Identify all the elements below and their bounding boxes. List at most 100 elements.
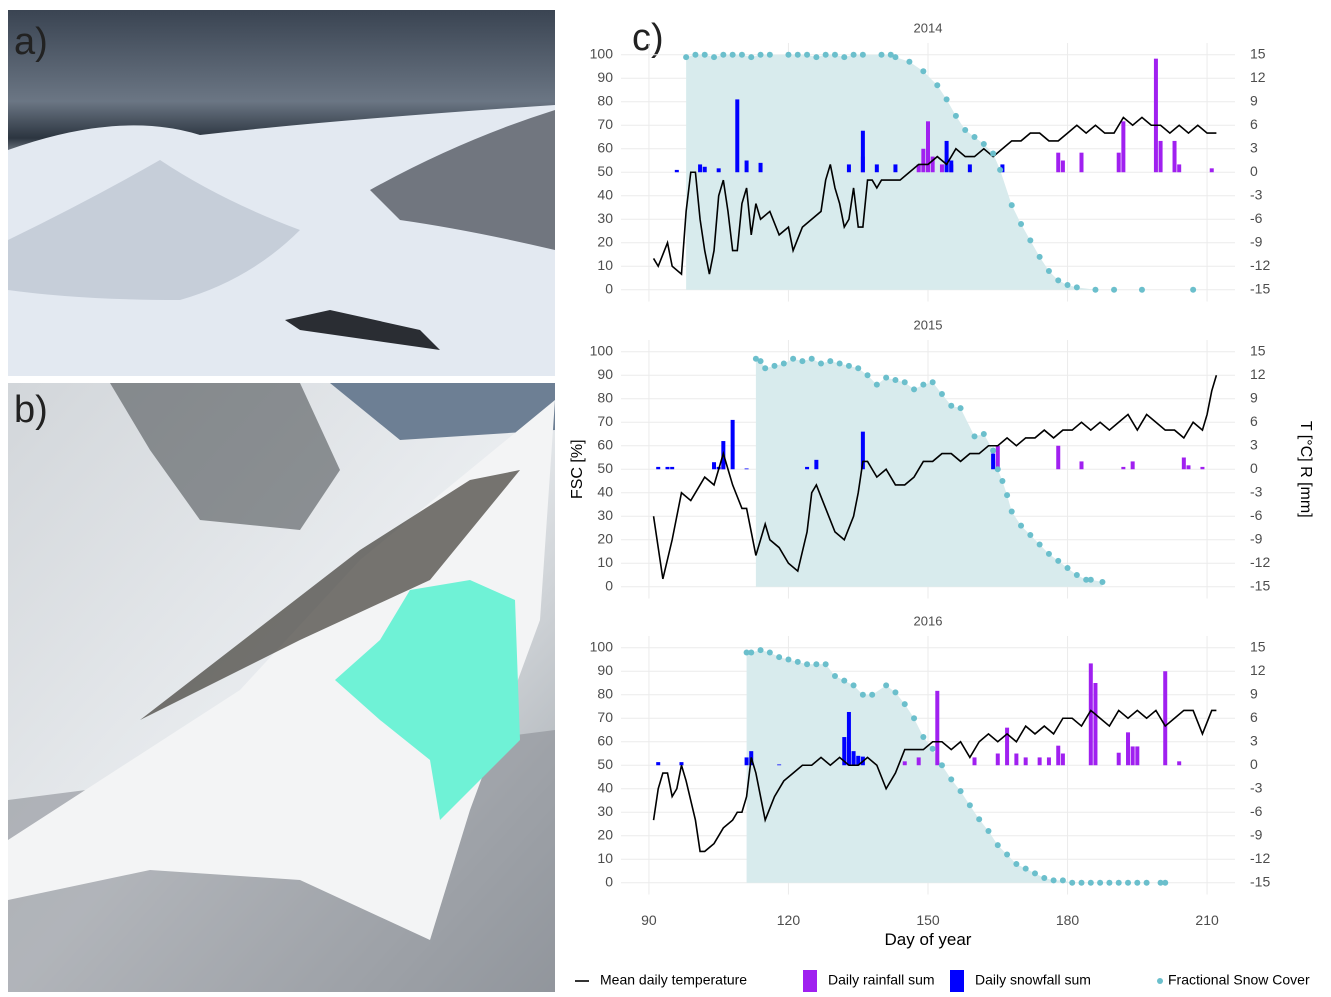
y2-tick-label: 9 xyxy=(1250,685,1258,701)
bar xyxy=(1056,153,1060,173)
snow-cover-point xyxy=(730,52,736,58)
snow-cover-point xyxy=(1092,287,1098,293)
snow-cover-point xyxy=(823,52,829,58)
bar xyxy=(1080,153,1084,173)
bar xyxy=(1024,757,1028,765)
y2-tick-label: -9 xyxy=(1250,826,1263,842)
snow-cover-point xyxy=(758,647,764,653)
snow-cover-point xyxy=(837,361,843,367)
y2-tick-label: 0 xyxy=(1250,163,1258,179)
y-tick-label: 0 xyxy=(605,873,613,889)
snow-cover-point xyxy=(1190,287,1196,293)
bar xyxy=(656,762,660,765)
x-tick-label: 120 xyxy=(777,912,801,928)
y-tick-label: 90 xyxy=(597,69,613,85)
snow-cover-point xyxy=(1027,532,1033,538)
snow-cover-point xyxy=(1004,492,1010,498)
snow-cover-point xyxy=(883,375,889,381)
y-tick-label: 40 xyxy=(597,483,613,499)
snow-cover-point xyxy=(981,431,987,437)
snow-cover-point xyxy=(748,649,754,655)
y2-tick-label: -15 xyxy=(1250,280,1270,296)
snow-cover-point xyxy=(944,96,950,102)
y-tick-label: 20 xyxy=(597,826,613,842)
y2-tick-label: 3 xyxy=(1250,139,1258,155)
chart-title: 2014 xyxy=(914,20,943,35)
y-tick-label: 20 xyxy=(597,233,613,249)
page: {"figure_labels": {"a": "a)", "b": "b)",… xyxy=(0,0,1331,997)
snow-cover-point xyxy=(972,433,978,439)
snow-cover-point xyxy=(1065,282,1071,288)
snow-cover-point xyxy=(804,661,810,667)
bar xyxy=(745,757,749,765)
snow-cover-point xyxy=(832,673,838,679)
snow-cover-point xyxy=(958,788,964,794)
bar xyxy=(1210,168,1214,172)
snow-cover-point xyxy=(758,52,764,58)
snow-cover-point xyxy=(985,828,991,834)
y-tick-label: 0 xyxy=(605,577,613,593)
y-tick-label: 70 xyxy=(597,116,613,132)
y2-tick-label: 12 xyxy=(1250,662,1266,678)
snow-cover-point xyxy=(902,379,908,385)
y-tick-label: 20 xyxy=(597,530,613,546)
snow-cover-point xyxy=(841,678,847,684)
y-tick-label: 10 xyxy=(597,257,613,273)
snow-cover-point xyxy=(920,734,926,740)
bar xyxy=(1038,757,1042,765)
y-tick-label: 90 xyxy=(597,366,613,382)
bar xyxy=(1154,59,1158,173)
bar xyxy=(1014,754,1018,766)
snow-cover-point xyxy=(1097,880,1103,886)
y-tick-label: 10 xyxy=(597,554,613,570)
bar xyxy=(1131,746,1135,765)
y2-tick-label: -6 xyxy=(1250,803,1263,819)
y-tick-label: 60 xyxy=(597,436,613,452)
y2-tick-label: -12 xyxy=(1250,554,1270,570)
snow-cover-point xyxy=(911,386,917,392)
y-tick-label: 80 xyxy=(597,92,613,108)
y2-tick-label: 15 xyxy=(1250,45,1266,61)
y2-tick-label: -9 xyxy=(1250,530,1263,546)
bar xyxy=(777,764,781,765)
snow-cover-point xyxy=(958,405,964,411)
snow-cover-point xyxy=(846,363,852,369)
bar xyxy=(745,161,749,173)
snow-cover-point xyxy=(767,649,773,655)
bar xyxy=(814,460,818,469)
snow-cover-point xyxy=(999,478,1005,484)
snow-cover-point xyxy=(883,682,889,688)
y2-tick-label: -3 xyxy=(1250,779,1263,795)
snow-cover-point xyxy=(804,52,810,58)
snow-cover-point xyxy=(1065,565,1071,571)
snow-cover-point xyxy=(683,54,689,60)
snow-cover-point xyxy=(813,54,819,60)
snow-cover-point xyxy=(855,365,861,371)
bar xyxy=(1182,458,1186,470)
y-tick-label: 100 xyxy=(590,45,614,61)
y-tick-label: 100 xyxy=(590,638,614,654)
snow-cover-point xyxy=(990,447,996,453)
bar xyxy=(945,141,949,172)
snow-cover-point xyxy=(920,68,926,74)
y-tick-label: 50 xyxy=(597,756,613,772)
y2-tick-label: 6 xyxy=(1250,413,1258,429)
y2-tick-label: 12 xyxy=(1250,366,1266,382)
y2-tick-label: 3 xyxy=(1250,732,1258,748)
snow-cover-point xyxy=(851,52,857,58)
snow-cover-point xyxy=(920,382,926,388)
snow-cover-point xyxy=(1088,880,1094,886)
snow-cover-point xyxy=(1162,880,1168,886)
snow-cover-point xyxy=(1018,523,1024,529)
bar xyxy=(861,131,865,173)
snow-cover-point xyxy=(1139,287,1145,293)
bar xyxy=(1117,153,1121,173)
y2-tick-label: -9 xyxy=(1250,233,1263,249)
snow-cover-point xyxy=(906,59,912,65)
bar xyxy=(1061,161,1065,173)
bar xyxy=(759,163,763,172)
y-tick-label: 50 xyxy=(597,460,613,476)
snow-cover-point xyxy=(930,746,936,752)
snow-cover-point xyxy=(785,657,791,663)
